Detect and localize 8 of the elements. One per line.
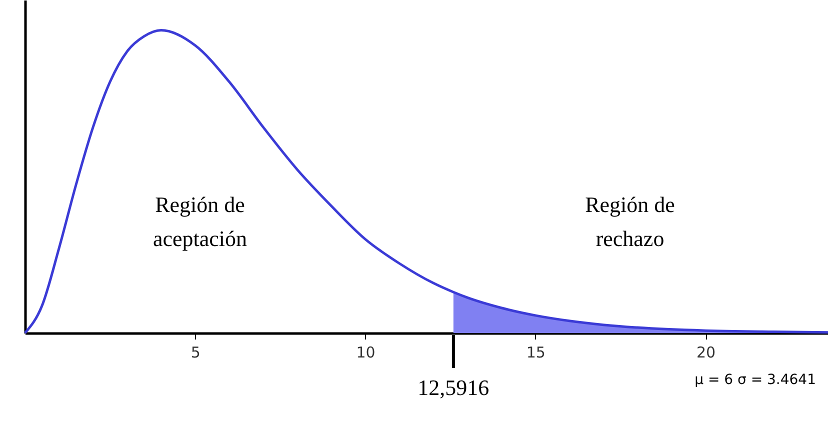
- annotation: Región de rechazo: [585, 192, 675, 251]
- x-tick-label: 15: [526, 344, 546, 362]
- ref-line-label: 12,5916: [418, 375, 490, 400]
- text: μ = 6 σ = 3.4641: [694, 372, 816, 388]
- annotation: Región de aceptación: [152, 192, 248, 251]
- x-tick-label: 20: [696, 344, 716, 362]
- x-tick-label: 10: [356, 344, 376, 362]
- x-tick-label: 5: [190, 344, 200, 362]
